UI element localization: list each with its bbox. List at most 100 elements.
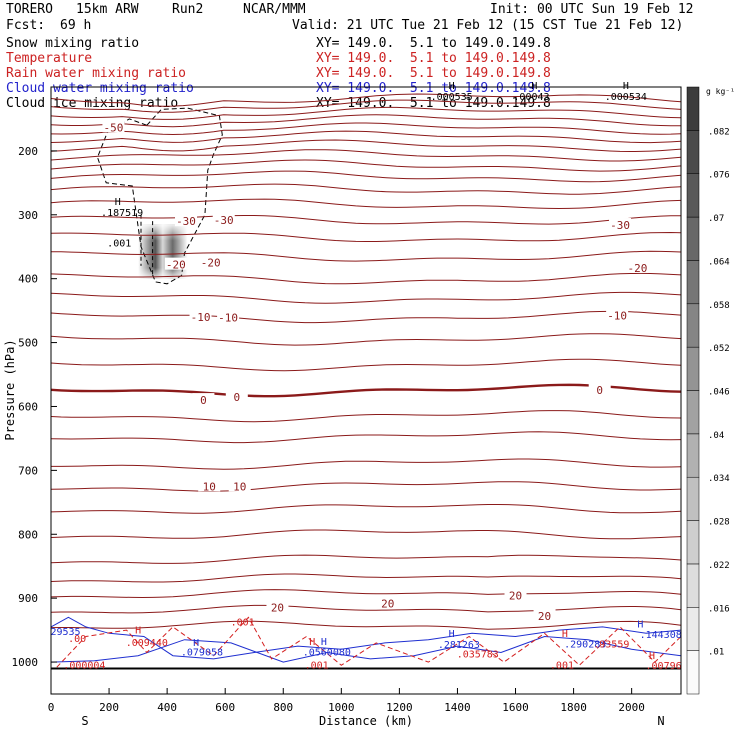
forecast-hours: 69 h <box>60 18 92 33</box>
y-tick-label: 900 <box>18 592 38 605</box>
colorbar-segment <box>686 433 700 478</box>
isotherm-line <box>51 250 682 262</box>
snow-shading-fade <box>138 224 188 279</box>
legend-cloud-water-xy: XY= 149.0. 5.1 to 149.0.149.8 <box>316 81 551 96</box>
isotherm-line <box>50 383 682 398</box>
colorbar-tick-label: .082 <box>708 127 730 137</box>
colorbar-tick-label: .07 <box>708 214 724 224</box>
isotherm-line <box>50 431 682 444</box>
extremum-label: .290283 <box>564 639 606 650</box>
legend-temperature-xy: XY= 149.0. 5.1 to 149.0.149.8 <box>316 51 551 66</box>
contour-label: -10 <box>607 310 627 323</box>
x-right-end-label: N <box>657 714 664 728</box>
cloud-ice-inner-contour <box>140 214 154 276</box>
extremum-label: H <box>449 629 455 640</box>
colorbar-tick-label: .076 <box>708 171 730 181</box>
isotherm-line <box>50 159 682 172</box>
x-left-end-label: S <box>81 714 88 728</box>
isotherm-line <box>50 310 682 324</box>
x-tick-label: 1600 <box>502 701 529 714</box>
colorbar-tick-label: .064 <box>708 257 730 267</box>
colorbar-segment <box>686 130 700 174</box>
extremum-label: .000535 <box>431 92 473 103</box>
resolution-label: 15km ARW <box>76 2 139 17</box>
extremum-label: .00796 <box>646 661 682 672</box>
run-label: Run2 <box>172 2 204 17</box>
x-tick-label: 200 <box>99 701 119 714</box>
isotherm-line <box>50 604 682 614</box>
extremum-label: .000004 <box>63 660 105 671</box>
x-tick-label: 400 <box>157 701 177 714</box>
x-tick-label: 1400 <box>444 701 471 714</box>
contour-label: -30 <box>176 215 196 228</box>
isotherm-line <box>51 458 682 470</box>
contour-label: 0 <box>200 394 207 407</box>
legend-temperature: Temperature <box>6 51 93 66</box>
colorbar-tick-label: .016 <box>708 604 730 614</box>
isotherm-line <box>50 504 682 514</box>
model-title: TORERO <box>6 2 53 17</box>
y-axis-title: Pressure (hPa) <box>3 339 17 440</box>
extremum-label: H <box>115 197 121 208</box>
colorbar-tick-label: .04 <box>708 431 724 441</box>
contour-label: -10 <box>191 311 211 324</box>
x-axis-title: Distance (km) <box>319 714 413 728</box>
colorbar-tick-label: .022 <box>708 561 730 571</box>
isotherm-line <box>50 620 682 630</box>
isotherm-line <box>50 554 682 564</box>
legend-rain-xy: XY= 149.0. 5.1 to 149.0.149.8 <box>316 66 551 81</box>
isotherm-line <box>50 114 682 128</box>
isotherm-line <box>50 291 682 304</box>
y-tick-label: 200 <box>18 145 38 158</box>
colorbar-segment <box>686 520 700 565</box>
colorbar-tick-label: .028 <box>708 518 730 528</box>
y-tick-label: 700 <box>18 464 38 477</box>
x-tick-label: 1200 <box>386 701 413 714</box>
extremum-label: H <box>193 638 199 649</box>
isotherm-line <box>50 93 682 107</box>
contour-label: -30 <box>214 214 234 227</box>
x-tick-label: 0 <box>48 701 55 714</box>
isotherm-line <box>50 106 682 120</box>
x-tick-label: 2000 <box>618 701 645 714</box>
isotherm-line <box>50 99 682 113</box>
legend-snow: Snow mixing ratio <box>6 36 140 51</box>
y-tick-label: 300 <box>18 209 38 222</box>
isotherm-line <box>50 529 682 540</box>
extremum-label: .079058 <box>181 648 223 659</box>
colorbar-segment <box>686 86 700 131</box>
contour-label: -20 <box>628 262 648 275</box>
colorbar-tick-label: .052 <box>708 344 730 354</box>
extremum-label: .001 <box>107 239 131 250</box>
y-tick-label: 500 <box>18 337 38 350</box>
extremum-label: H <box>562 629 568 640</box>
extremum-label: .187519 <box>101 208 143 219</box>
contour-label: -50 <box>103 121 123 134</box>
cloud-water-contour <box>50 635 682 663</box>
x-tick-label: 800 <box>273 701 293 714</box>
colorbar-segment <box>686 303 700 348</box>
extremum-label: 29535 <box>50 627 80 638</box>
y-tick-label: 1000 <box>12 656 39 669</box>
isotherm-line <box>50 149 682 162</box>
colorbar-segment <box>686 390 700 435</box>
extremum-label: .00043 <box>513 92 549 103</box>
y-tick-label: 600 <box>18 400 38 413</box>
legend-cloud-water: Cloud water mixing ratio <box>6 81 194 96</box>
isotherm-line <box>50 589 682 599</box>
org-label: NCAR/MMM <box>243 2 306 17</box>
extremum-label: .0560080 <box>303 648 351 659</box>
isotherm-line <box>50 333 682 346</box>
x-tick-label: 1800 <box>560 701 587 714</box>
x-tick-label: 600 <box>215 701 235 714</box>
colorbar-segment <box>686 650 700 695</box>
isotherm-line <box>50 358 682 372</box>
rain-water-contour <box>56 616 682 668</box>
colorbar-unit: g kg⁻¹ <box>706 87 735 96</box>
contour-label: -10 <box>218 312 238 325</box>
cloud-water-contour <box>50 616 682 660</box>
init-time: Init: 00 UTC Sun 19 Feb 12 <box>490 2 694 17</box>
extremum-label: .00 <box>68 634 86 645</box>
extremum-label: H <box>623 81 629 92</box>
isotherm-line <box>50 272 682 285</box>
